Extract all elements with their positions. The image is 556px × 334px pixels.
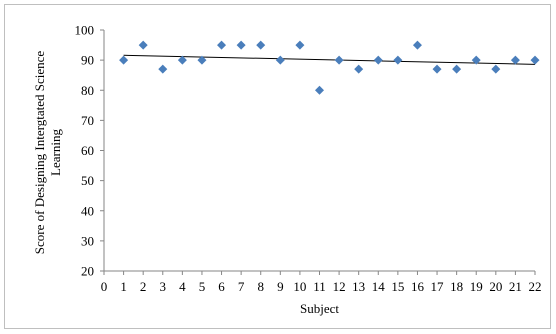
x-tick-label: 3 (160, 279, 167, 294)
y-tick-label: 100 (75, 23, 95, 38)
x-tick-label: 7 (238, 279, 245, 294)
data-point (119, 55, 129, 65)
data-points (119, 40, 540, 95)
x-tick-label: 13 (352, 279, 365, 294)
axes (103, 30, 535, 272)
y-tick-label: 90 (81, 53, 94, 68)
x-tick-label: 21 (509, 279, 522, 294)
trendline (123, 54, 536, 65)
x-tick-label: 2 (140, 279, 147, 294)
y-tick-label: 70 (81, 113, 94, 128)
data-point (295, 40, 305, 50)
x-axis-title: Subject (300, 301, 339, 316)
x-tick-label: 19 (470, 279, 483, 294)
y-axis-title: Score of Designing Intergtated Science L… (32, 51, 63, 255)
data-point (412, 40, 422, 50)
data-point (471, 55, 481, 65)
x-tick-label: 9 (277, 279, 284, 294)
x-tick-label: 17 (431, 279, 445, 294)
y-tick-label: 60 (81, 143, 94, 158)
y-axis-title-line-1: Score of Designing Intergtated Science (32, 51, 47, 255)
x-tick-label: 10 (293, 279, 306, 294)
data-point (452, 64, 462, 74)
x-tick-label: 16 (411, 279, 425, 294)
x-tick-label: 8 (257, 279, 264, 294)
x-tick-label: 14 (372, 279, 386, 294)
y-tick-label: 50 (81, 173, 94, 188)
x-tick-label: 15 (391, 279, 404, 294)
trendline-group (123, 54, 536, 65)
data-point (158, 64, 168, 74)
y-tick-label: 30 (81, 233, 94, 248)
x-tick-label: 20 (489, 279, 502, 294)
data-point (177, 55, 187, 65)
x-tick-label: 18 (450, 279, 463, 294)
data-point (334, 55, 344, 65)
y-axis-title-line-2: Learning (48, 129, 63, 176)
x-tick-label: 5 (199, 279, 206, 294)
data-point (315, 85, 324, 95)
y-tick-label: 40 (81, 203, 94, 218)
data-point (256, 40, 266, 50)
x-tick-label: 1 (120, 279, 127, 294)
x-tick-label: 0 (101, 279, 108, 294)
data-point (217, 40, 227, 50)
data-point (138, 40, 148, 50)
data-point (432, 64, 442, 74)
x-tick-label: 12 (333, 279, 346, 294)
y-tick-label: 20 (81, 264, 94, 279)
data-point (354, 64, 364, 74)
data-point (393, 55, 403, 65)
data-point (275, 55, 285, 65)
data-point (491, 64, 501, 74)
data-point (197, 55, 207, 65)
data-point (373, 55, 383, 65)
data-point (236, 40, 246, 50)
chart-frame (4, 4, 551, 329)
y-tick-label: 80 (81, 83, 94, 98)
data-point (530, 55, 540, 65)
x-tick-label: 22 (529, 279, 542, 294)
data-point (510, 55, 520, 65)
x-tick-label: 4 (179, 279, 186, 294)
x-tick-label: 6 (218, 279, 225, 294)
x-tick-label: 11 (313, 279, 326, 294)
